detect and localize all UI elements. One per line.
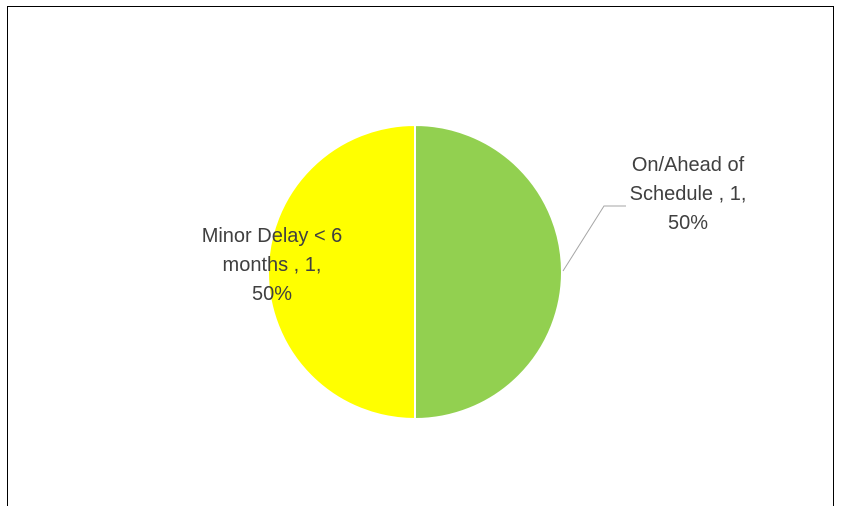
data-label-0: On/Ahead of Schedule , 1, 50% bbox=[630, 154, 747, 234]
data-label-1: Minor Delay < 6 months , 1, 50% bbox=[202, 225, 343, 305]
slices-layer bbox=[267, 123, 563, 421]
data-label-line: Minor Delay < 6 bbox=[202, 225, 343, 247]
data-labels-layer: On/Ahead of Schedule , 1, 50%Minor Delay <… bbox=[202, 154, 747, 305]
data-label-line: 50% bbox=[668, 212, 708, 234]
pie-slice-0 bbox=[414, 123, 563, 421]
data-label-line: On/Ahead of bbox=[632, 154, 745, 176]
pie-slice-1 bbox=[267, 123, 416, 421]
data-label-line: Schedule , 1, bbox=[630, 183, 747, 205]
leader-lines-layer bbox=[562, 205, 626, 272]
data-label-line: months , 1, bbox=[223, 254, 322, 276]
data-label-line: 50% bbox=[252, 283, 292, 305]
leader-line-0 bbox=[562, 205, 626, 272]
